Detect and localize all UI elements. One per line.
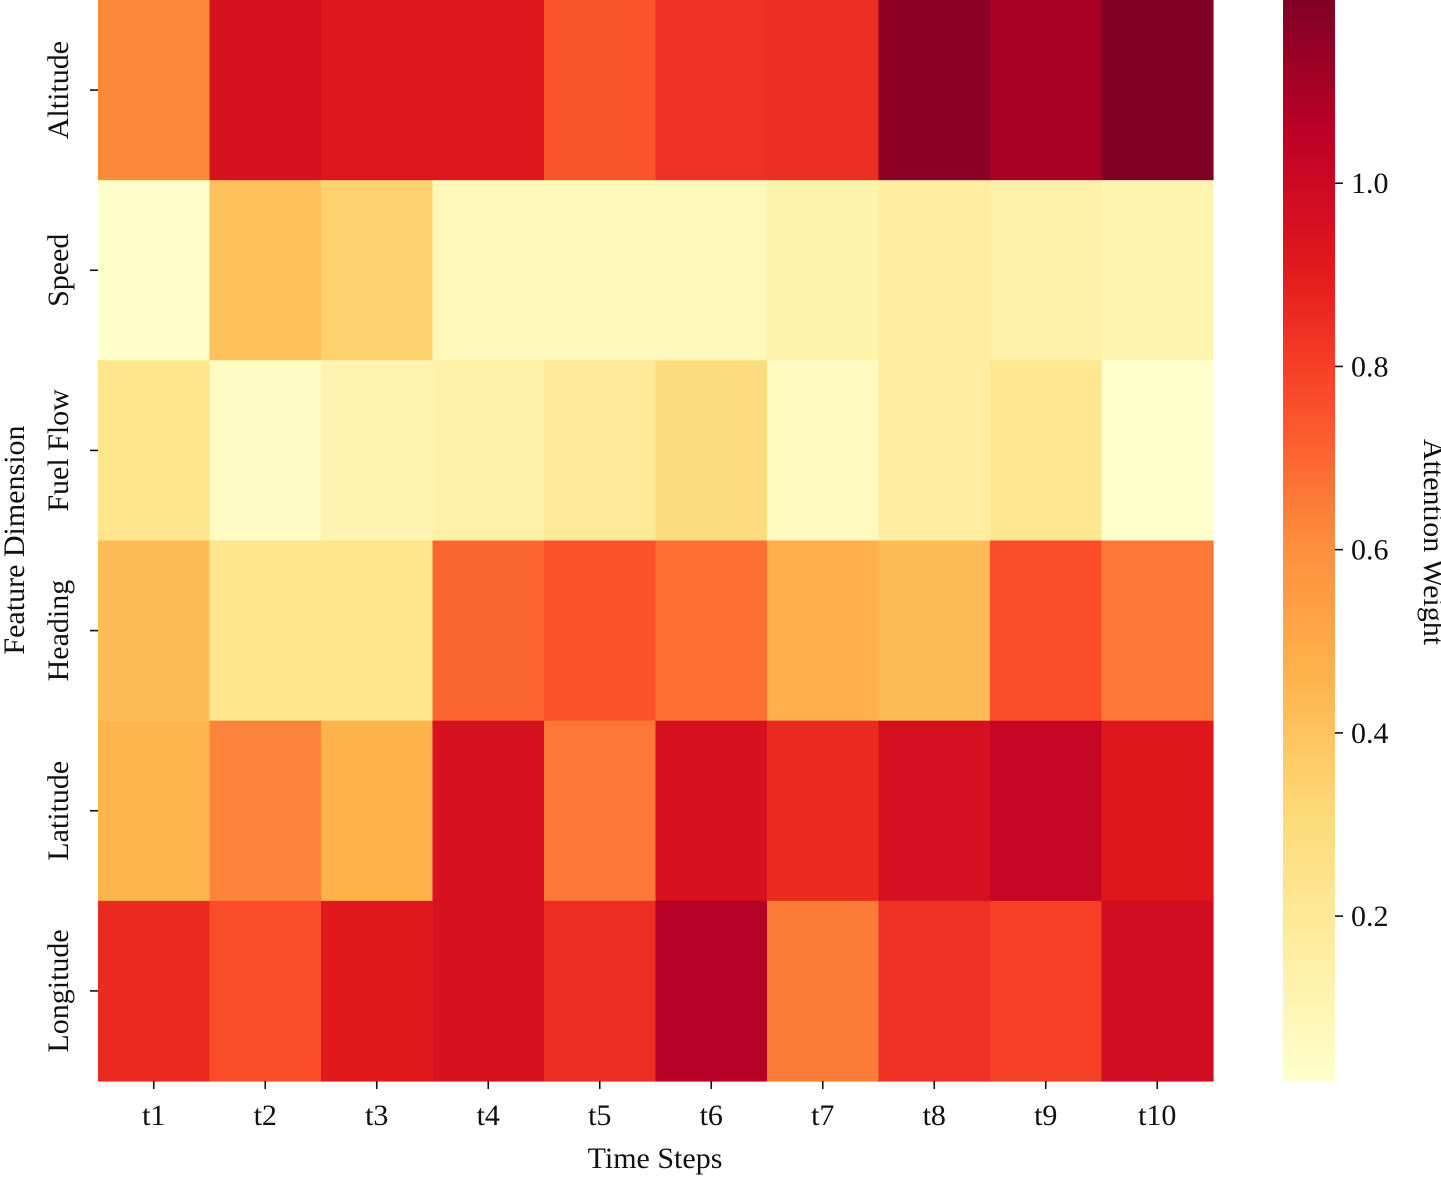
heatmap-cell [209, 180, 322, 361]
heatmap-cell [767, 720, 880, 902]
heatmap-cell [98, 540, 211, 722]
colorbar-ticks: 0.2 0.4 0.6 0.8 1.0 [1335, 167, 1389, 933]
x-tick-label: t1 [142, 1099, 165, 1132]
heatmap-cell [209, 360, 322, 542]
heatmap-cells [98, 0, 1214, 1082]
heatmap-cell [544, 900, 657, 1082]
heatmap-cell [878, 900, 991, 1082]
x-tick-label: t6 [700, 1099, 723, 1132]
y-axis-title: Feature Dimension [0, 425, 31, 654]
heatmap-cell [209, 900, 322, 1082]
heatmap-cell [98, 180, 211, 361]
heatmap-cell [544, 0, 657, 181]
y-tick-label: Altitude [42, 41, 75, 139]
heatmap-cell [1101, 900, 1214, 1082]
heatmap-cell [209, 0, 322, 181]
heatmap-cell [990, 180, 1103, 361]
heatmap-cell [767, 180, 880, 361]
colorbar-tick-label: 0.8 [1351, 350, 1389, 383]
heatmap-cell [321, 180, 434, 361]
heatmap-cell [655, 360, 768, 542]
y-axis-ticks: Altitude Speed Fuel Flow Heading Latitude Lon… [42, 41, 98, 1053]
heatmap-cell [655, 0, 768, 181]
heatmap-cell [432, 720, 545, 902]
heatmap-cell [1101, 180, 1214, 361]
y-tick-label: Heading [42, 580, 75, 682]
heatmap-cell [432, 360, 545, 542]
heatmap-cell [432, 180, 545, 361]
heatmap-cell [209, 540, 322, 722]
x-axis-title: Time Steps [588, 1142, 723, 1175]
heatmap-cell [767, 360, 880, 542]
heatmap-cell [432, 900, 545, 1082]
heatmap-cell [990, 0, 1103, 181]
heatmap-cell [990, 720, 1103, 902]
heatmap-cell [321, 540, 434, 722]
x-tick-label: t2 [254, 1099, 277, 1132]
x-tick-label: t7 [811, 1099, 834, 1132]
heatmap-cell [544, 540, 657, 722]
colorbar-tick-label: 0.6 [1351, 534, 1389, 567]
heatmap-cell [767, 540, 880, 722]
heatmap-cell [321, 720, 434, 902]
heatmap-cell [990, 360, 1103, 542]
heatmap-cell [98, 720, 211, 902]
colorbar-tick-label: 0.2 [1351, 900, 1389, 933]
y-tick-label: Longitude [42, 929, 75, 1052]
heatmap-cell [655, 180, 768, 361]
y-tick-label: Speed [42, 234, 75, 307]
colorbar-title: Attention Weight [1417, 439, 1441, 646]
colorbar-tick-label: 0.4 [1351, 717, 1389, 750]
heatmap-cell [321, 0, 434, 181]
x-tick-label: t3 [365, 1099, 388, 1132]
heatmap-cell [990, 540, 1103, 722]
heatmap-cell [990, 900, 1103, 1082]
x-tick-label: t8 [923, 1099, 946, 1132]
colorbar [1283, 0, 1335, 1081]
heatmap-cell [209, 720, 322, 902]
heatmap-cell [878, 0, 991, 181]
heatmap-cell [432, 540, 545, 722]
heatmap-cell [321, 360, 434, 542]
x-axis-ticks: t1 t2 t3 t4 t5 t6 t7 t8 t9 t10 [142, 1081, 1176, 1132]
heatmap-cell [544, 180, 657, 361]
x-tick-label: t5 [588, 1099, 611, 1132]
x-tick-label: t4 [477, 1099, 500, 1132]
x-tick-label: t9 [1034, 1099, 1057, 1132]
y-tick-label: Fuel Flow [42, 389, 75, 512]
colorbar-tick-label: 1.0 [1351, 167, 1389, 200]
heatmap-cell [655, 540, 768, 722]
heatmap-cell [767, 900, 880, 1082]
heatmap-cell [655, 720, 768, 902]
heatmap-cell [544, 720, 657, 902]
heatmap-cell [1101, 0, 1214, 181]
heatmap-cell [1101, 360, 1214, 542]
heatmap-cell [655, 900, 768, 1082]
heatmap-cell [1101, 720, 1214, 902]
heatmap-cell [98, 360, 211, 542]
heatmap-cell [878, 180, 991, 361]
heatmap-cell [321, 900, 434, 1082]
heatmap-cell [98, 900, 211, 1082]
heatmap-cell [767, 0, 880, 181]
heatmap-cell [878, 720, 991, 902]
heatmap-cell [544, 360, 657, 542]
heatmap-cell [98, 0, 211, 181]
heatmap-cell [878, 360, 991, 542]
heatmap-cell [432, 0, 545, 181]
x-tick-label: t10 [1138, 1099, 1176, 1132]
heatmap-cell [1101, 540, 1214, 722]
y-tick-label: Latitude [42, 761, 75, 861]
heatmap-cell [878, 540, 991, 722]
